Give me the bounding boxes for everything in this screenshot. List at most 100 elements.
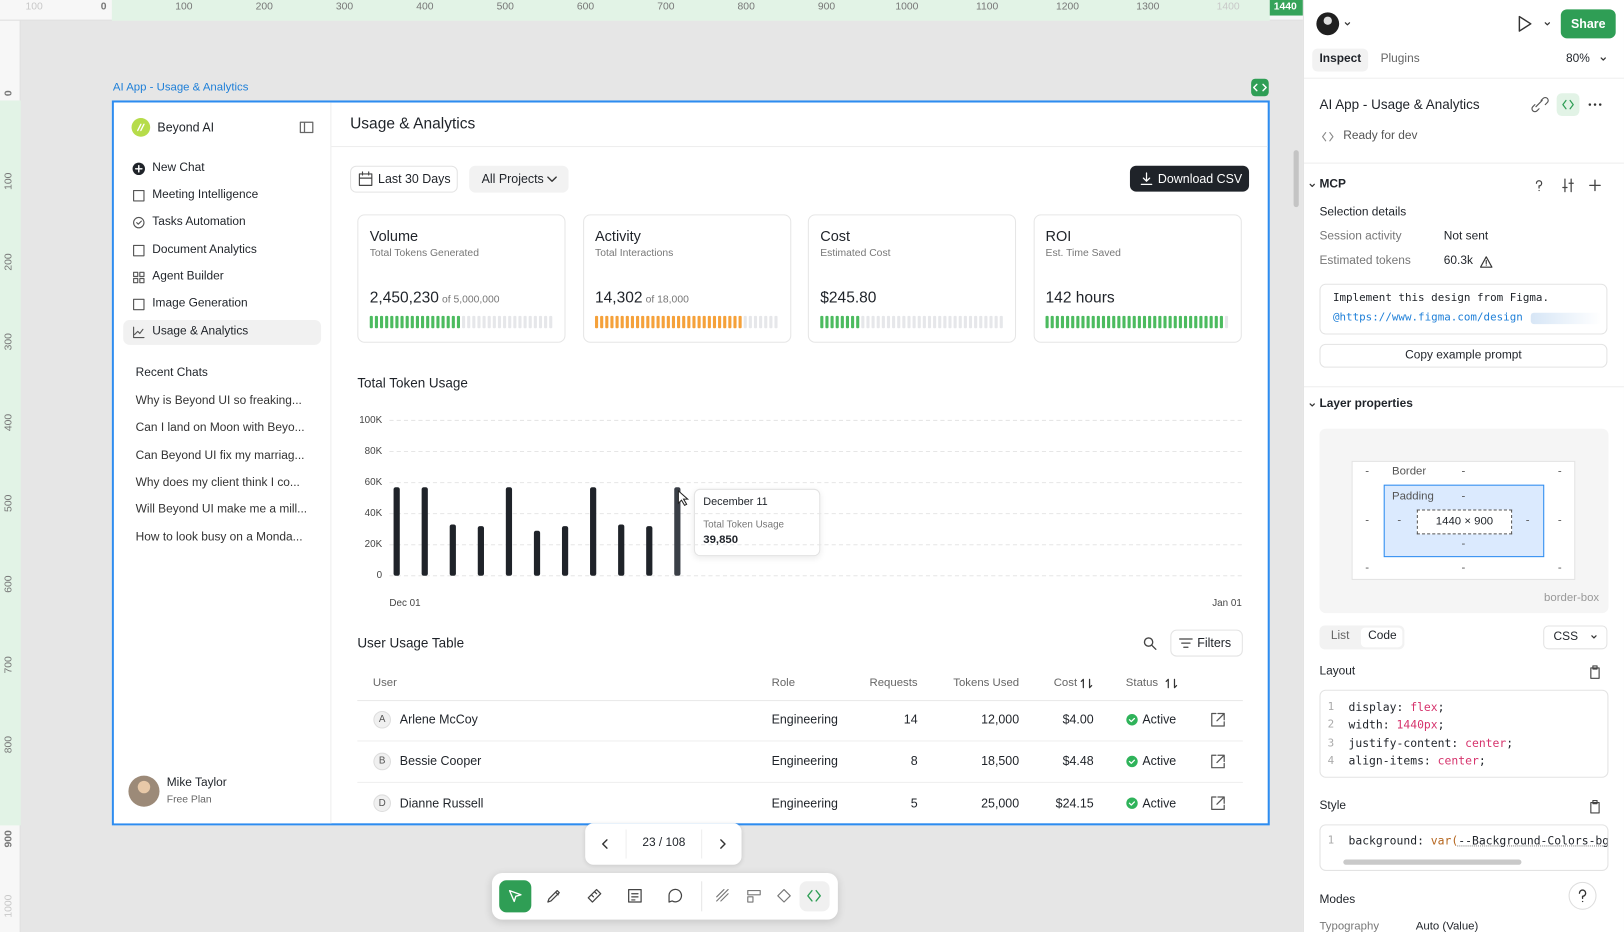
filters-button[interactable]: [1170, 629, 1243, 657]
page-title: Usage & Analytics: [350, 114, 476, 133]
card-title: Volume: [369, 227, 419, 244]
ruler-label: 700: [3, 655, 15, 674]
nav-item[interactable]: Usage & Analytics: [152, 325, 249, 338]
progress-segment: [1050, 315, 1054, 329]
toolbar-active-2[interactable]: [799, 881, 830, 912]
code-toggle[interactable]: [1556, 93, 1580, 116]
progress-track: [482, 315, 486, 329]
progress-track: [953, 315, 957, 329]
user-name: Mike Taylor: [166, 776, 227, 790]
view-tab[interactable]: Code: [1368, 629, 1397, 643]
role-cell: Engineering: [771, 712, 838, 727]
nav-icon: [133, 216, 145, 229]
card-subtitle: Total Interactions: [595, 247, 674, 259]
nav-active[interactable]: [123, 320, 322, 345]
progress-track: [769, 315, 773, 329]
progress-track: [999, 315, 1003, 329]
progress-segment: [702, 315, 706, 329]
copy-button[interactable]: [1319, 343, 1608, 368]
progress-track: [948, 315, 952, 329]
progress-segment: [636, 315, 640, 329]
property-value: Auto (Value): [1415, 920, 1479, 932]
box-value: -: [1461, 561, 1466, 575]
progress-segment: [666, 315, 670, 329]
nav-item[interactable]: Image Generation: [152, 297, 248, 310]
progress-segment: [1153, 315, 1157, 329]
download-label[interactable]: Download CSV: [1157, 171, 1243, 186]
status-dot: [1126, 797, 1138, 809]
dev-icon: [1252, 83, 1267, 92]
copy-label[interactable]: Copy example prompt: [1405, 348, 1522, 362]
column-header: User: [372, 676, 397, 690]
share-label[interactable]: Share: [1570, 16, 1606, 31]
status-dot: [1126, 755, 1138, 768]
tab[interactable]: Plugins: [1380, 52, 1420, 66]
bar: [590, 487, 597, 576]
progress-segment: [1066, 315, 1070, 329]
bar: [674, 487, 681, 576]
filters-label[interactable]: Filters: [1197, 635, 1232, 651]
progress-segment: [820, 315, 824, 329]
line-number: 4: [1327, 754, 1335, 768]
lang-select[interactable]: [1543, 625, 1608, 650]
code-line: align-items: center;: [1348, 754, 1486, 768]
box-value: -: [1365, 514, 1370, 527]
next-button: [720, 839, 726, 849]
recent-chat[interactable]: Will Beyond UI make me a mill...: [135, 503, 308, 517]
zoom-level[interactable]: 80%: [1565, 52, 1590, 66]
column-header: Requests: [869, 676, 918, 690]
progress-segment: [369, 315, 373, 329]
tab-active[interactable]: [1312, 48, 1369, 72]
progress-segment: [1189, 315, 1193, 329]
box-value: -: [1365, 465, 1370, 478]
nav-item[interactable]: Agent Builder: [152, 270, 224, 283]
recent-chat[interactable]: How to look busy on a Monda...: [135, 530, 303, 544]
progress-segment: [605, 315, 609, 329]
progress-track: [462, 315, 466, 329]
tooltip-value: 39,850: [703, 533, 739, 547]
progress-track: [487, 315, 491, 329]
progress-segment: [707, 315, 711, 329]
lang-label[interactable]: CSS: [1553, 630, 1579, 643]
ruler-label: 900: [3, 830, 15, 848]
tab[interactable]: Inspect: [1319, 52, 1362, 66]
nav-icon: [133, 326, 145, 339]
nav-item[interactable]: New Chat: [152, 161, 205, 175]
project-filter[interactable]: [469, 165, 569, 193]
nav-item[interactable]: Tasks Automation: [152, 215, 246, 228]
chevron: [1591, 635, 1597, 639]
box-value: -: [1461, 537, 1466, 551]
view-tab[interactable]: List: [1330, 629, 1350, 643]
progress-fill: [595, 315, 742, 329]
progress-segment: [385, 315, 389, 329]
recent-chat[interactable]: Can I land on Moon with Beyo...: [135, 421, 305, 435]
progress-track: [759, 315, 763, 329]
nav-item[interactable]: Meeting Intelligence: [152, 188, 259, 202]
share-button[interactable]: [1560, 9, 1616, 39]
view-tab-active[interactable]: [1360, 627, 1403, 648]
user-avatar-face: [137, 780, 151, 794]
tooltip-date: December 11: [703, 495, 768, 509]
divider: [1303, 162, 1624, 164]
tokens-cell: 25,000: [981, 795, 1020, 811]
tooltip: [693, 488, 821, 557]
ruler-label: 900: [817, 1, 836, 13]
progress-segment: [1091, 315, 1095, 329]
date-filter[interactable]: [350, 165, 458, 193]
ruler-label: 1200: [1055, 1, 1080, 13]
chevron: [1309, 183, 1315, 188]
recent-chat[interactable]: Can Beyond UI fix my marriag...: [135, 449, 305, 462]
recent-chat[interactable]: Why is Beyond UI so freaking...: [135, 394, 302, 408]
line-number: 3: [1327, 736, 1335, 750]
progress-segment: [646, 315, 650, 329]
table-head-line: [357, 700, 1243, 702]
column-header: Tokens Used: [953, 676, 1020, 690]
ruler-badge: [1269, 0, 1303, 16]
frame-label: AI App - Usage & Analytics: [112, 81, 249, 94]
progress-segment: [641, 315, 645, 329]
nav-item[interactable]: Document Analytics: [152, 243, 257, 256]
ruler-label: 100: [25, 1, 43, 13]
progress-segment: [1096, 315, 1100, 329]
recent-chat[interactable]: Why does my client think I co...: [135, 476, 300, 489]
